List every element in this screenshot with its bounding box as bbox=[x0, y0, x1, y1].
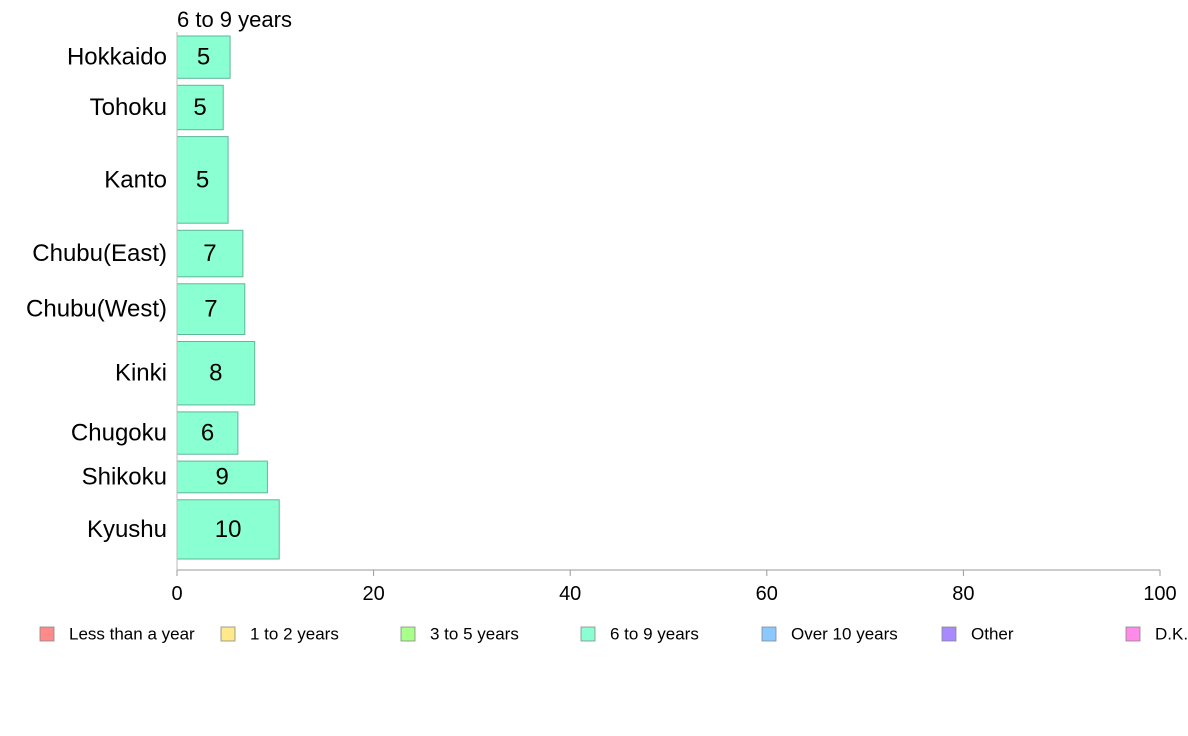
bar-kinki bbox=[176, 341, 256, 406]
x-tick-label-80: 80 bbox=[952, 583, 974, 605]
legend-label-over-10-years: Over 10 years bbox=[791, 625, 898, 644]
x-tick-label-60: 60 bbox=[756, 583, 778, 605]
bar-kanto bbox=[176, 136, 229, 224]
legend-label-6-to-9-years: 6 to 9 years bbox=[610, 625, 699, 644]
panel-title: 6 to 9 years bbox=[177, 7, 292, 32]
bar-chubu-west bbox=[176, 283, 246, 335]
legend-swatch-d-k bbox=[1125, 626, 1141, 642]
category-label-chubu-west: Chubu(West) bbox=[26, 296, 167, 323]
legend-swatch-6-to-9-years bbox=[580, 626, 596, 642]
bar-value-label-chugoku: 6 bbox=[201, 420, 214, 447]
x-tick-label-20: 20 bbox=[362, 583, 384, 605]
legend-label-d-k: D.K. bbox=[1155, 625, 1188, 644]
bar-value-label-chubu-east: 7 bbox=[203, 240, 216, 267]
legend-label-other: Other bbox=[971, 625, 1014, 644]
bar-value-label-kyushu: 10 bbox=[215, 516, 242, 543]
bars-layer: Hokkaido 5 Tohoku 5 Kanto 5 Chubu(East) 7 Chubu(… bbox=[26, 35, 280, 560]
category-label-shikoku: Shikoku bbox=[82, 464, 167, 491]
x-tick-label-40: 40 bbox=[559, 583, 581, 605]
bar-tohoku bbox=[176, 84, 224, 131]
legend: Less than a year 1 to 2 years 3 to 5 years… bbox=[39, 625, 1188, 644]
bar-value-label-chubu-west: 7 bbox=[204, 296, 217, 323]
bar-hokkaido bbox=[176, 35, 231, 79]
bar-value-label-kinki: 8 bbox=[209, 360, 222, 387]
legend-swatch-3-to-5-years bbox=[400, 626, 416, 642]
legend-swatch-other bbox=[941, 626, 957, 642]
bar-value-label-tohoku: 5 bbox=[193, 94, 206, 121]
x-axis: 0 20 40 60 80 100 bbox=[171, 32, 1177, 605]
bar-value-label-hokkaido: 5 bbox=[197, 44, 210, 71]
bar-chubu-east bbox=[176, 229, 244, 278]
x-tick-label-100: 100 bbox=[1143, 583, 1176, 605]
bar-value-label-shikoku: 9 bbox=[216, 464, 229, 491]
legend-swatch-over-10-years bbox=[761, 626, 777, 642]
category-label-hokkaido: Hokkaido bbox=[67, 44, 167, 71]
category-label-chubu-east: Chubu(East) bbox=[32, 240, 167, 267]
legend-label-less-than-a-year: Less than a year bbox=[69, 625, 195, 644]
category-label-kinki: Kinki bbox=[115, 360, 167, 387]
category-label-kyushu: Kyushu bbox=[87, 516, 167, 543]
legend-label-1-to-2-years: 1 to 2 years bbox=[250, 625, 339, 644]
legend-swatch-1-to-2-years bbox=[220, 626, 236, 642]
category-label-chugoku: Chugoku bbox=[71, 420, 167, 447]
bar-chugoku bbox=[176, 411, 239, 455]
bar-value-label-kanto: 5 bbox=[196, 167, 209, 194]
legend-label-3-to-5-years: 3 to 5 years bbox=[430, 625, 519, 644]
category-label-tohoku: Tohoku bbox=[90, 94, 167, 121]
legend-swatch-less-than-a-year bbox=[39, 626, 55, 642]
x-tick-label-0: 0 bbox=[171, 583, 182, 605]
category-label-kanto: Kanto bbox=[104, 167, 167, 194]
